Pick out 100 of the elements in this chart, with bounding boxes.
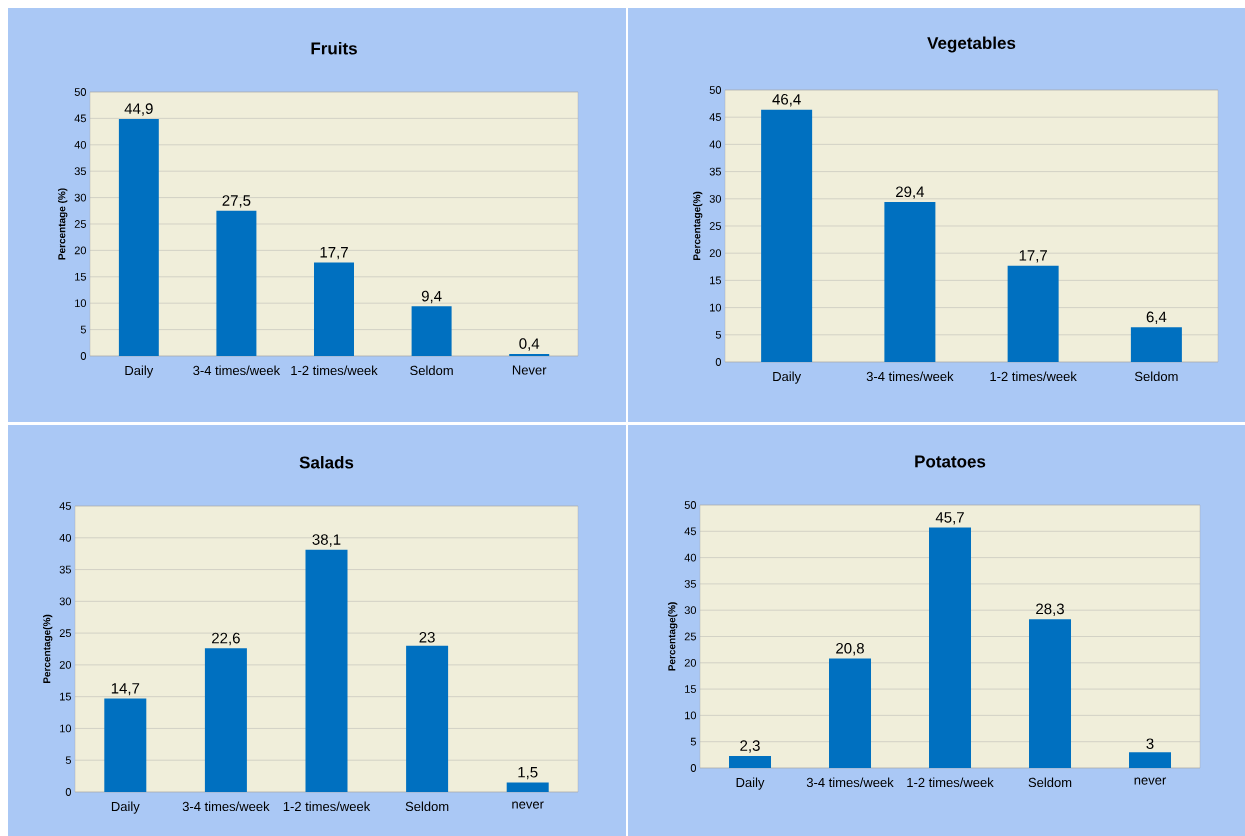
data-label: 29,4 [896,186,925,199]
y-tick-label: 25 [74,220,86,228]
y-axis-title: Percentage(%) [668,602,678,671]
bar [506,782,549,792]
bar [1007,265,1059,362]
chart-title: Potatoes [915,455,986,468]
x-tick-label: 3-4 times/week [182,801,270,812]
y-tick-label: 40 [709,140,722,149]
y-tick-label: 5 [715,330,721,339]
y-axis-title: Percentage(%) [693,191,703,261]
y-tick-label: 50 [709,86,722,94]
x-tick-label: Daily [125,365,154,378]
x-tick-label: 3-4 times/week [866,371,954,382]
x-tick-label: 3-4 times/week [806,777,894,788]
y-tick-label: 30 [74,193,87,202]
data-label: 22,6 [212,632,240,646]
bar [929,527,972,768]
y-tick-label: 15 [75,272,86,281]
x-tick-label: 1-2 times/week [283,801,371,812]
chart-title: Fruits [311,41,357,55]
y-tick-label: 10 [685,711,697,720]
bar [509,353,550,356]
bar [829,658,872,768]
x-tick-label: Daily [111,801,140,814]
y-tick-label: 25 [684,632,696,641]
y-tick-label: 35 [684,580,696,588]
bar [884,202,936,362]
y-tick-label: 45 [74,114,86,123]
bar [1130,327,1182,362]
y-tick-label: 20 [59,661,72,669]
data-label: 20,8 [836,643,864,656]
data-label: 46,4 [772,93,801,107]
y-tick-label: 5 [690,737,696,746]
bar [305,549,348,792]
y-tick-label: 15 [60,692,71,701]
data-label: 0,4 [519,338,540,351]
bar [406,645,449,792]
y-tick-label: 45 [59,502,71,510]
data-label: 28,3 [1036,603,1064,616]
bar [118,118,159,356]
y-tick-label: 45 [684,527,696,536]
bar [216,210,257,356]
y-tick-label: 20 [684,658,697,667]
y-tick-label: 40 [74,140,87,149]
y-tick-label: 40 [684,553,697,562]
y-tick-label: 20 [709,249,722,258]
data-label: 44,9 [124,103,153,116]
y-tick-label: 0 [690,764,697,772]
y-axis-title: Percentage(%) [43,614,53,684]
bar [729,755,772,768]
x-tick-label: Daily [773,371,802,384]
y-tick-label: 15 [685,685,696,693]
y-tick-label: 50 [74,88,87,96]
x-tick-label: 3-4 times/week [193,365,281,376]
y-tick-label: 40 [59,533,72,542]
data-label: 14,7 [111,683,140,696]
y-tick-label: 30 [709,194,722,203]
data-label: 6,4 [1146,311,1167,324]
data-label: 17,7 [1019,250,1047,263]
data-label: 17,7 [320,247,348,260]
chart-title: Vegetables [927,36,1016,53]
x-tick-label: Seldom [410,365,453,376]
y-tick-label: 0 [65,788,72,796]
bar [761,109,813,362]
data-label: 9,4 [421,290,442,304]
x-tick-label: Daily [736,777,765,790]
data-label: 27,5 [222,195,251,208]
data-label: 2,3 [740,740,760,753]
bar [1129,752,1172,768]
x-tick-label: never [512,801,544,809]
y-tick-label: 25 [709,222,721,230]
y-tick-label: 0 [715,358,722,366]
y-tick-label: 30 [59,597,72,606]
y-tick-label: 20 [74,246,87,255]
y-tick-label: 35 [59,565,71,574]
data-label: 1,5 [518,767,538,780]
x-tick-label: Seldom [1028,777,1072,788]
y-tick-label: 0 [80,352,87,360]
y-tick-label: 25 [59,629,71,638]
bar [411,306,452,356]
y-tick-label: 45 [709,113,721,122]
bar [314,262,354,356]
x-tick-label: Seldom [405,801,449,812]
y-tick-label: 50 [684,501,697,509]
y-tick-label: 5 [80,325,86,334]
data-label: 38,1 [312,534,341,547]
x-tick-label: Seldom [1134,371,1178,382]
y-tick-label: 35 [709,167,721,176]
y-tick-label: 10 [75,299,87,308]
y-tick-label: 35 [74,167,86,176]
y-axis-title: Percentage (%) [58,188,68,260]
chart-title: Salads [299,455,354,469]
x-tick-label: Never [512,365,547,375]
x-tick-label: 1-2 times/week [291,365,378,376]
data-label: 45,7 [935,512,964,525]
bar [1029,619,1072,768]
y-tick-label: 5 [65,756,71,765]
y-tick-label: 30 [684,606,697,615]
x-tick-label: 1-2 times/week [990,371,1077,382]
bar [204,648,247,792]
